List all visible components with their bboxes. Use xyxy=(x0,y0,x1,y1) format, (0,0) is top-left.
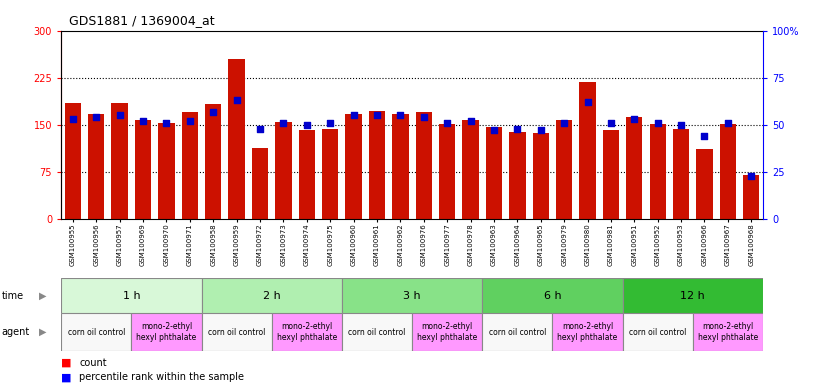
Bar xyxy=(720,124,736,219)
Point xyxy=(160,120,173,126)
Text: corn oil control: corn oil control xyxy=(208,328,265,337)
Text: mono-2-ethyl
hexyl phthalate: mono-2-ethyl hexyl phthalate xyxy=(277,323,337,342)
Bar xyxy=(131,313,202,351)
Point xyxy=(230,97,243,103)
Bar xyxy=(509,132,526,219)
Bar xyxy=(272,313,342,351)
Point xyxy=(206,109,220,115)
Bar xyxy=(623,278,763,313)
Text: count: count xyxy=(79,358,107,368)
Bar xyxy=(603,131,619,219)
Text: percentile rank within the sample: percentile rank within the sample xyxy=(79,372,244,382)
Bar xyxy=(556,121,572,219)
Text: 3 h: 3 h xyxy=(403,291,421,301)
Text: mono-2-ethyl
hexyl phthalate: mono-2-ethyl hexyl phthalate xyxy=(698,323,758,342)
Bar xyxy=(623,313,693,351)
Bar xyxy=(299,130,315,219)
Bar xyxy=(486,127,502,219)
Point xyxy=(511,126,524,132)
Bar xyxy=(533,133,549,219)
Bar xyxy=(64,103,81,219)
Text: corn oil control: corn oil control xyxy=(68,328,125,337)
Bar xyxy=(439,124,455,219)
Point xyxy=(347,112,360,118)
Text: ▶: ▶ xyxy=(38,327,47,337)
Text: 12 h: 12 h xyxy=(681,291,705,301)
Bar xyxy=(112,103,128,219)
Bar xyxy=(552,313,623,351)
Bar xyxy=(88,114,104,219)
Bar xyxy=(463,120,479,219)
Bar xyxy=(696,149,712,219)
Point xyxy=(487,127,500,134)
Point xyxy=(324,120,337,126)
Point xyxy=(534,127,548,134)
Bar xyxy=(182,112,198,219)
Text: corn oil control: corn oil control xyxy=(348,328,406,337)
Text: corn oil control: corn oil control xyxy=(489,328,546,337)
Bar xyxy=(415,112,432,219)
Bar xyxy=(650,124,666,219)
Point xyxy=(300,122,313,128)
Point xyxy=(417,114,430,120)
Point xyxy=(90,114,103,120)
Point xyxy=(698,133,711,139)
Point xyxy=(277,120,290,126)
Bar xyxy=(693,313,763,351)
Text: GDS1881 / 1369004_at: GDS1881 / 1369004_at xyxy=(69,14,215,27)
Bar xyxy=(228,59,245,219)
Bar xyxy=(202,278,342,313)
Bar xyxy=(322,129,339,219)
Point xyxy=(441,120,454,126)
Text: mono-2-ethyl
hexyl phthalate: mono-2-ethyl hexyl phthalate xyxy=(136,323,197,342)
Text: agent: agent xyxy=(2,327,30,337)
Point xyxy=(464,118,477,124)
Bar xyxy=(345,114,361,219)
Bar xyxy=(482,313,552,351)
Text: ■: ■ xyxy=(61,358,72,368)
Point xyxy=(254,126,267,132)
Bar xyxy=(482,278,623,313)
Bar xyxy=(61,313,131,351)
Bar xyxy=(392,114,409,219)
Point xyxy=(394,112,407,118)
Bar xyxy=(202,313,272,351)
Text: 2 h: 2 h xyxy=(263,291,281,301)
Point xyxy=(113,112,126,118)
Bar xyxy=(61,278,202,313)
Text: mono-2-ethyl
hexyl phthalate: mono-2-ethyl hexyl phthalate xyxy=(417,323,477,342)
Bar xyxy=(412,313,482,351)
Point xyxy=(581,99,594,105)
Text: ▶: ▶ xyxy=(38,291,47,301)
Text: 1 h: 1 h xyxy=(122,291,140,301)
Point xyxy=(370,112,384,118)
Bar xyxy=(579,82,596,219)
Point xyxy=(628,116,641,122)
Point xyxy=(675,122,688,128)
Point xyxy=(605,120,618,126)
Bar xyxy=(275,122,291,219)
Text: corn oil control: corn oil control xyxy=(629,328,686,337)
Bar xyxy=(673,129,690,219)
Bar xyxy=(342,278,482,313)
Point xyxy=(184,118,197,124)
Point xyxy=(721,120,734,126)
Bar xyxy=(205,104,221,219)
Bar xyxy=(135,120,151,219)
Text: ■: ■ xyxy=(61,372,72,382)
Point xyxy=(745,172,758,179)
Bar xyxy=(252,148,268,219)
Point xyxy=(651,120,664,126)
Point xyxy=(557,120,570,126)
Bar xyxy=(158,123,175,219)
Point xyxy=(66,116,79,122)
Text: mono-2-ethyl
hexyl phthalate: mono-2-ethyl hexyl phthalate xyxy=(557,323,618,342)
Point xyxy=(136,118,149,124)
Bar xyxy=(626,117,642,219)
Text: time: time xyxy=(2,291,24,301)
Bar xyxy=(743,175,760,219)
Bar xyxy=(342,313,412,351)
Text: 6 h: 6 h xyxy=(543,291,561,301)
Bar xyxy=(369,111,385,219)
